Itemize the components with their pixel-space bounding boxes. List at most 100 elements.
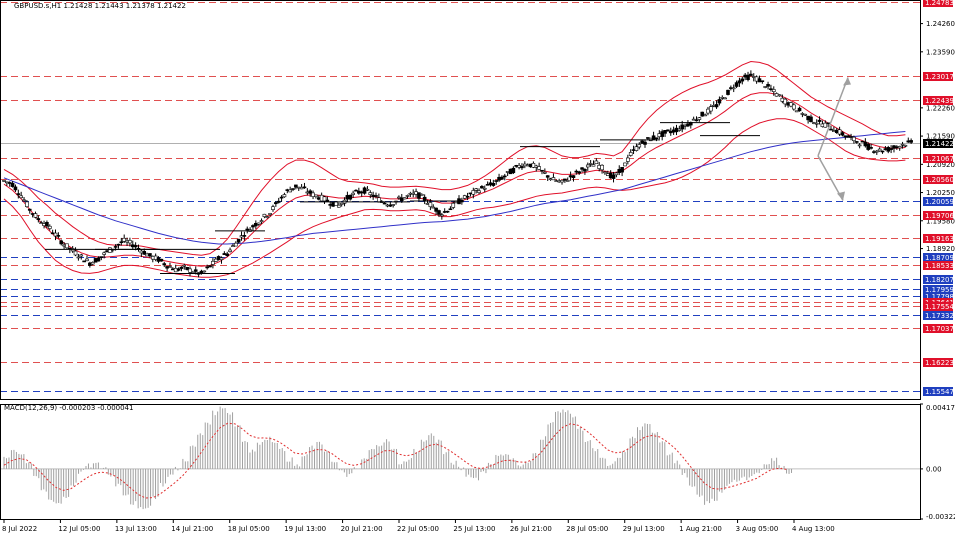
- candle-body: [419, 194, 424, 196]
- candle-body: [442, 211, 447, 213]
- candle-body: [411, 192, 416, 195]
- candle-body: [860, 140, 865, 143]
- candle-body: [122, 237, 126, 242]
- candle-body: [674, 127, 679, 133]
- y-tick-label: 1.24260: [926, 20, 955, 28]
- candle-body: [145, 253, 149, 257]
- candle-body: [557, 180, 561, 183]
- candle-body: [388, 204, 393, 207]
- candle-body: [357, 190, 361, 194]
- candle-body: [62, 244, 66, 247]
- candle-body: [872, 151, 876, 153]
- candle-body: [554, 180, 559, 182]
- price-level-tag: [923, 175, 953, 184]
- candle-body: [717, 99, 722, 104]
- candle-body: [763, 86, 767, 88]
- candle-body: [13, 186, 18, 191]
- candle-body: [271, 206, 275, 210]
- candle-body: [817, 119, 822, 122]
- candle-body: [228, 249, 232, 252]
- candle-body: [797, 107, 802, 112]
- candle-body: [485, 184, 490, 186]
- candle-body: [502, 175, 507, 178]
- candle-body: [677, 128, 682, 131]
- price-level-tag: [923, 72, 953, 81]
- candle-body: [45, 222, 49, 227]
- candle-body: [545, 175, 550, 178]
- candle-body: [706, 108, 710, 114]
- candle-body: [291, 188, 295, 190]
- x-tick-label: 25 Jul 13:00: [453, 525, 495, 533]
- candle-body: [451, 202, 456, 208]
- candle-body: [837, 129, 842, 135]
- candle-body: [874, 150, 879, 153]
- candle-body: [440, 214, 444, 217]
- candles-layer: [2, 70, 913, 278]
- candle-body: [417, 192, 421, 199]
- candle-body: [863, 141, 868, 147]
- candle-body: [877, 148, 882, 152]
- current-price-label: 1.21422: [925, 140, 954, 148]
- candle-body: [511, 167, 516, 174]
- candle-body: [90, 262, 95, 265]
- candle-body: [454, 201, 458, 204]
- candle-body: [640, 140, 644, 144]
- candle-body: [325, 199, 330, 202]
- candle-body: [769, 88, 773, 90]
- candle-body: [854, 141, 859, 143]
- candle-body: [534, 165, 539, 168]
- candle-body: [812, 122, 816, 124]
- candle-body: [414, 191, 418, 195]
- candle-body: [651, 135, 656, 140]
- price-level-tag: [923, 253, 953, 262]
- price-level-tag: [923, 96, 953, 105]
- candle-body: [528, 163, 533, 168]
- macd-y-tick-label: 0.00: [926, 465, 942, 473]
- candle-body: [594, 160, 599, 165]
- moving-average-line: [3, 131, 906, 245]
- candle-body: [348, 194, 353, 200]
- candle-body: [125, 240, 129, 243]
- candle-body: [371, 194, 375, 198]
- price-level-tag: [923, 285, 953, 294]
- candle-body: [783, 98, 788, 105]
- candle-body: [668, 131, 673, 134]
- candle-body: [694, 119, 699, 122]
- candle-body: [374, 195, 378, 197]
- candle-body: [216, 256, 221, 260]
- candle-body: [585, 164, 590, 168]
- candle-body: [108, 247, 112, 253]
- candle-body: [588, 163, 593, 165]
- price-level-label: 1.18207: [925, 276, 954, 284]
- candle-body: [631, 149, 636, 151]
- candle-body: [517, 164, 521, 168]
- candle-body: [789, 102, 793, 107]
- candle-body: [580, 167, 584, 170]
- arrow-up-line: [817, 77, 849, 157]
- candle-body: [514, 165, 519, 167]
- candle-body: [880, 150, 885, 153]
- candle-body: [205, 266, 209, 269]
- candle-body: [600, 164, 604, 171]
- candle-body: [279, 196, 284, 199]
- candle-body: [766, 84, 770, 87]
- candle-body: [814, 122, 819, 125]
- candle-body: [231, 245, 235, 247]
- candle-body: [22, 199, 26, 202]
- horizontal-levels-layer: [0, 2, 920, 392]
- candle-body: [128, 240, 132, 244]
- candle-body: [491, 183, 496, 186]
- candle-body: [76, 256, 81, 259]
- price-level-tag: [923, 324, 953, 333]
- symbol-header: GBPUSD.s,H1 1.21428 1.21443 1.21378 1.21…: [14, 2, 186, 10]
- candle-body: [477, 190, 481, 193]
- candle-body: [285, 189, 290, 191]
- candle-body: [462, 195, 467, 199]
- candle-body: [465, 195, 470, 198]
- candle-body: [711, 105, 716, 107]
- candle-body: [540, 169, 544, 172]
- macd-y-tick-label: -0.003224: [926, 513, 955, 521]
- candle-body: [832, 130, 836, 132]
- candle-body: [148, 253, 152, 257]
